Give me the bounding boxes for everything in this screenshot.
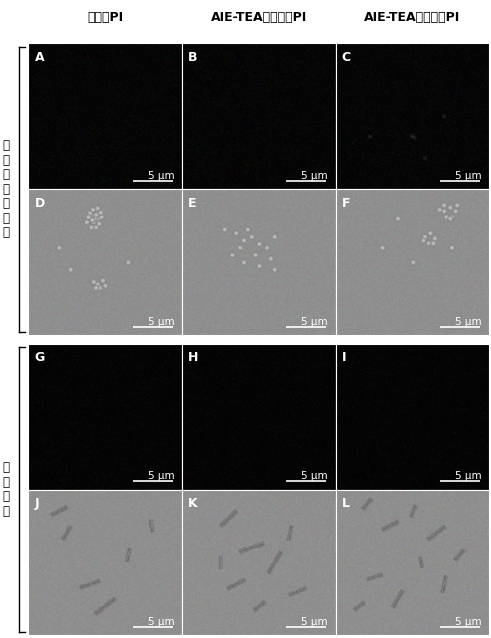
Text: 大
肠
杆
菌: 大 肠 杆 菌 (2, 461, 9, 518)
Text: AIE-TEA＋黑暗＋PI: AIE-TEA＋黑暗＋PI (211, 11, 307, 24)
Text: D: D (35, 197, 45, 210)
Text: 5 μm: 5 μm (301, 170, 328, 181)
Text: 5 μm: 5 μm (301, 316, 328, 327)
Text: H: H (188, 351, 198, 364)
Text: B: B (188, 50, 198, 64)
Text: I: I (342, 351, 346, 364)
Text: AIE-TEA＋光照＋PI: AIE-TEA＋光照＋PI (364, 11, 461, 24)
Text: A: A (35, 50, 44, 64)
Text: 5 μm: 5 μm (148, 617, 174, 627)
Text: 5 μm: 5 μm (455, 316, 481, 327)
Text: 5 μm: 5 μm (301, 617, 328, 627)
Text: 金
黄
色
葡
萄
球
菌: 金 黄 色 葡 萄 球 菌 (2, 139, 9, 239)
Text: J: J (35, 497, 39, 510)
Text: 5 μm: 5 μm (148, 471, 174, 481)
Text: 5 μm: 5 μm (455, 617, 481, 627)
Text: F: F (342, 197, 350, 210)
Text: L: L (342, 497, 350, 510)
Text: G: G (35, 351, 45, 364)
Text: K: K (188, 497, 198, 510)
Text: 5 μm: 5 μm (455, 471, 481, 481)
Text: 5 μm: 5 μm (301, 471, 328, 481)
Text: 5 μm: 5 μm (455, 170, 481, 181)
Text: 5 μm: 5 μm (148, 170, 174, 181)
Text: 5 μm: 5 μm (148, 316, 174, 327)
Text: C: C (342, 50, 351, 64)
Text: E: E (188, 197, 196, 210)
Text: 光照＋PI: 光照＋PI (87, 11, 123, 24)
